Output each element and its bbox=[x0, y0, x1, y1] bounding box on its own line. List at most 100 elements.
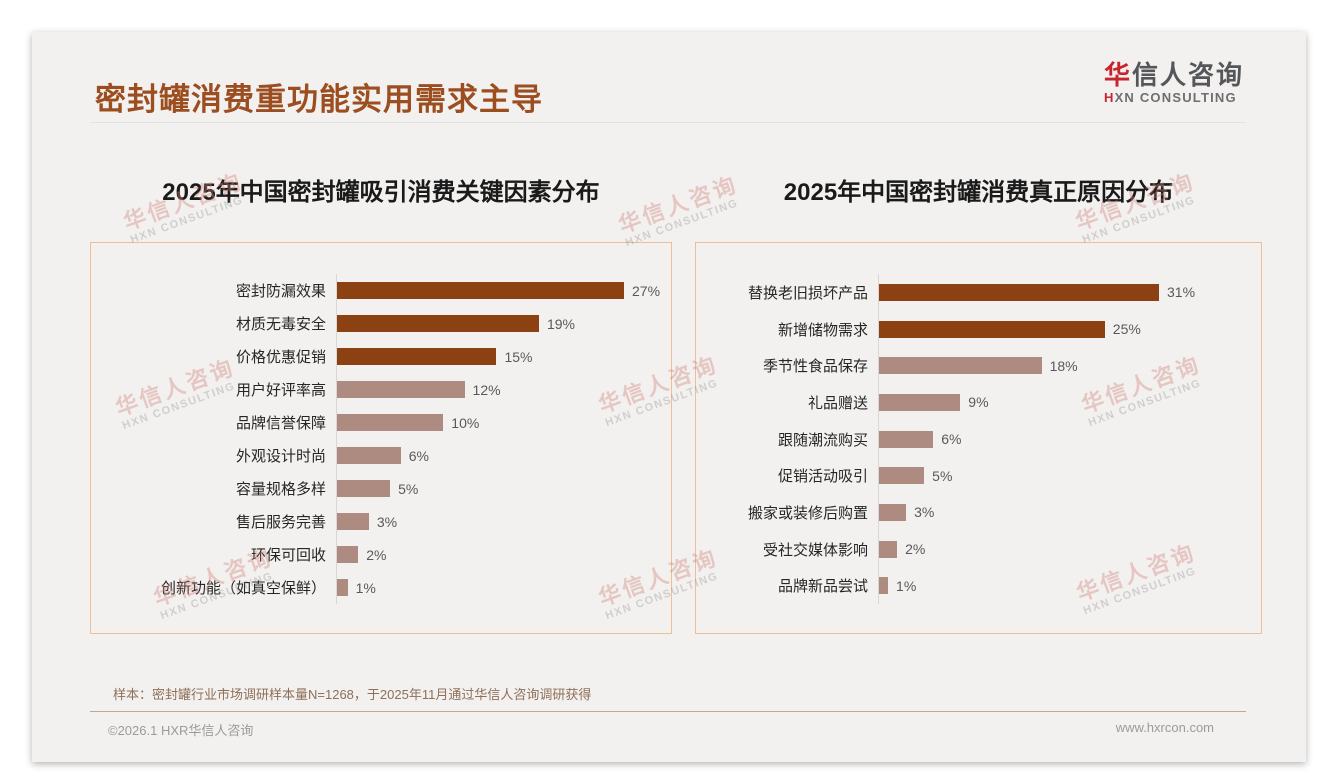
footer-divider bbox=[90, 711, 1246, 712]
category-label: 替换老旧损坏产品 bbox=[747, 284, 868, 302]
bar bbox=[337, 414, 444, 431]
slide-header: 密封罐消费重功能实用需求主导 华信人咨询 HXN CONSULTING bbox=[32, 32, 1306, 123]
bar-track: 25% bbox=[878, 310, 1261, 348]
category-label: 受社交媒体影响 bbox=[762, 541, 868, 559]
logo-cn-accent: 华 bbox=[1103, 60, 1132, 90]
right-chart-title: 2025年中国密封罐消费真正原因分布 bbox=[783, 179, 1174, 206]
bar-track: 31% bbox=[878, 274, 1261, 311]
bar bbox=[337, 480, 391, 497]
category-label: 材质无毒安全 bbox=[235, 316, 326, 333]
header-divider bbox=[90, 122, 1246, 123]
category-label: 创新功能（如真空保鲜） bbox=[160, 580, 326, 597]
bar-row: 礼品赠送 9% bbox=[696, 384, 1261, 421]
bar-row: 密封防漏效果 27% bbox=[91, 274, 671, 307]
category-label: 搬家或装修后购置 bbox=[747, 504, 868, 522]
bar-track: 9% bbox=[878, 384, 1261, 421]
bar-row: 品牌信誉保障 10% bbox=[91, 406, 671, 439]
category-label: 季节性食品保存 bbox=[762, 358, 868, 376]
value-label: 6% bbox=[408, 447, 429, 464]
bar-track: 3% bbox=[878, 494, 1261, 531]
value-label: 27% bbox=[632, 282, 661, 299]
left-chart-panel: 密封防漏效果 27% 材质无毒安全 19% 价格优惠促销 15% 用户好评率高 12% 品牌信誉… bbox=[90, 242, 672, 634]
bar-row: 新增储物需求 25% bbox=[696, 310, 1261, 348]
value-label: 25% bbox=[1112, 321, 1141, 338]
bar bbox=[337, 315, 539, 332]
logo-en-accent: H bbox=[1103, 90, 1115, 105]
category-label: 售后服务完善 bbox=[235, 514, 326, 531]
category-label: 外观设计时尚 bbox=[235, 448, 326, 465]
bar-track: 15% bbox=[336, 340, 671, 373]
right-chart-panel: 替换老旧损坏产品 31% 新增储物需求 25% 季节性食品保存 18% 礼品赠送 9% 跟随潮流… bbox=[695, 242, 1262, 634]
value-label: 2% bbox=[366, 546, 387, 563]
bar-row: 受社交媒体影响 2% bbox=[696, 530, 1261, 568]
bar bbox=[879, 393, 961, 411]
bar-track: 1% bbox=[878, 567, 1261, 605]
bar bbox=[879, 503, 907, 521]
bar-row: 材质无毒安全 19% bbox=[91, 307, 671, 340]
bar-row: 价格优惠促销 15% bbox=[91, 340, 671, 373]
category-label: 价格优惠促销 bbox=[235, 349, 326, 366]
value-label: 5% bbox=[932, 467, 953, 484]
category-label: 促销活动吸引 bbox=[777, 468, 868, 486]
bar-track: 6% bbox=[336, 439, 671, 472]
value-label: 5% bbox=[398, 480, 419, 497]
sample-note: 样本：密封罐行业市场调研样本量N=1268，于2025年11月通过华信人咨询调研… bbox=[113, 687, 592, 702]
bar-row: 品牌新品尝试 1% bbox=[696, 567, 1261, 605]
bar-row: 促销活动吸引 5% bbox=[696, 457, 1261, 495]
value-label: 18% bbox=[1049, 357, 1078, 374]
value-label: 12% bbox=[472, 381, 501, 398]
bar-row: 用户好评率高 12% bbox=[91, 373, 671, 406]
bar bbox=[879, 357, 1042, 375]
value-label: 1% bbox=[355, 579, 376, 596]
bar bbox=[879, 283, 1159, 301]
category-label: 用户好评率高 bbox=[235, 382, 326, 399]
bar-track: 5% bbox=[336, 472, 671, 505]
category-label: 品牌新品尝试 bbox=[777, 578, 868, 596]
bar-track: 27% bbox=[336, 274, 671, 307]
category-label: 跟随潮流购买 bbox=[777, 431, 868, 449]
value-label: 15% bbox=[504, 348, 533, 365]
category-label: 新增储物需求 bbox=[777, 321, 868, 339]
bar-row: 跟随潮流购买 6% bbox=[696, 420, 1261, 458]
bar bbox=[879, 540, 898, 558]
right-chart-rows: 替换老旧损坏产品 31% 新增储物需求 25% 季节性食品保存 18% 礼品赠送 9% 跟随潮流… bbox=[696, 274, 1261, 605]
category-label: 环保可回收 bbox=[250, 547, 326, 564]
bar bbox=[337, 546, 359, 563]
bar-track: 5% bbox=[878, 457, 1261, 495]
copyright-text: ©2026.1 HXR华信人咨询 bbox=[108, 723, 254, 738]
category-label: 礼品赠送 bbox=[807, 394, 868, 412]
bar-row: 创新功能（如真空保鲜） 1% bbox=[91, 571, 671, 604]
bar bbox=[337, 513, 369, 530]
value-label: 19% bbox=[546, 315, 575, 332]
bar-row: 容量规格多样 5% bbox=[91, 472, 671, 505]
bar-track: 10% bbox=[336, 406, 671, 439]
value-label: 3% bbox=[914, 504, 935, 521]
report-slide: 密封罐消费重功能实用需求主导 华信人咨询 HXN CONSULTING 2025… bbox=[32, 32, 1306, 762]
bar-row: 搬家或装修后购置 3% bbox=[696, 494, 1261, 531]
category-label: 密封防漏效果 bbox=[235, 283, 326, 300]
logo-english-name: HXN CONSULTING bbox=[1104, 90, 1244, 105]
category-label: 品牌信誉保障 bbox=[235, 415, 326, 432]
bar bbox=[337, 381, 465, 398]
bar bbox=[879, 320, 1105, 338]
logo-cn-rest: 信人咨询 bbox=[1131, 60, 1244, 90]
bar-row: 售后服务完善 3% bbox=[91, 505, 671, 538]
bar-row: 季节性食品保存 18% bbox=[696, 347, 1261, 385]
value-label: 2% bbox=[905, 541, 926, 558]
bar bbox=[879, 577, 889, 595]
value-label: 10% bbox=[451, 414, 480, 431]
left-chart-rows: 密封防漏效果 27% 材质无毒安全 19% 价格优惠促销 15% 用户好评率高 12% 品牌信誉… bbox=[91, 274, 671, 604]
bar-row: 替换老旧损坏产品 31% bbox=[696, 274, 1261, 311]
left-chart-title: 2025年中国密封罐吸引消费关键因素分布 bbox=[162, 179, 600, 206]
value-label: 6% bbox=[941, 431, 962, 448]
bar bbox=[337, 579, 348, 596]
bar bbox=[879, 430, 934, 448]
value-label: 3% bbox=[376, 513, 398, 530]
bar-track: 19% bbox=[336, 307, 671, 340]
bar bbox=[337, 282, 624, 299]
bar-track: 2% bbox=[336, 538, 671, 571]
bar-track: 2% bbox=[878, 530, 1261, 568]
bar bbox=[337, 447, 401, 464]
value-label: 31% bbox=[1167, 284, 1196, 301]
bar-row: 外观设计时尚 6% bbox=[91, 439, 671, 472]
